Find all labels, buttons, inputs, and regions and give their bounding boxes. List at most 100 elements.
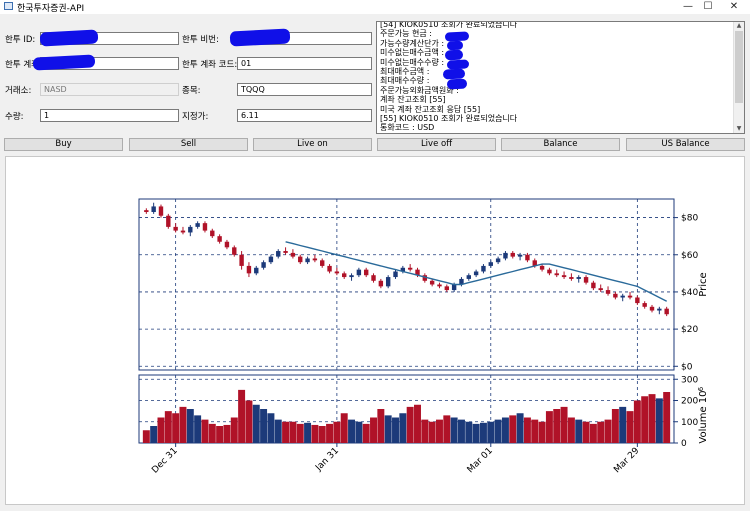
limit-price-label: 지정가: xyxy=(182,112,209,122)
log-line: 계좌 잔고조회 [55] xyxy=(380,95,446,105)
candle-body xyxy=(510,252,515,257)
candle-body xyxy=(583,277,589,283)
volume-bar xyxy=(216,426,224,443)
candle-body xyxy=(429,280,435,285)
volume-bar xyxy=(223,424,231,443)
candle-body xyxy=(459,278,464,285)
candle-body xyxy=(664,308,669,315)
candle-body xyxy=(466,275,471,279)
candle-body xyxy=(422,275,428,281)
log-lines: [54] KIOK0510 조회가 완료되었습니다 주문가능 현금 : 가능수량계산… xyxy=(380,22,735,133)
volume-bar xyxy=(355,421,363,443)
candle-body xyxy=(554,273,559,276)
volume-panel-frame xyxy=(138,374,675,444)
volume-bar xyxy=(179,406,187,443)
volume-bar xyxy=(296,423,304,443)
price-y-tick-label: $80 xyxy=(681,214,698,224)
volume-bar xyxy=(567,417,575,443)
volume-bar xyxy=(494,419,502,443)
candle-body xyxy=(437,284,442,287)
price-y-tick-label: $40 xyxy=(681,288,698,298)
volume-y-tick-label: 0 xyxy=(681,439,687,449)
volume-bar xyxy=(648,394,656,443)
volume-bar xyxy=(582,421,590,443)
volume-bar xyxy=(538,421,546,443)
volume-bar xyxy=(362,423,370,443)
log-line: 최대매수금액 : xyxy=(380,67,430,77)
scroll-down-icon[interactable]: ▼ xyxy=(736,125,742,132)
title-bar: 한국투자증권-API — ☐ ✕ xyxy=(0,0,750,14)
us-balance-button[interactable]: US Balance xyxy=(626,138,745,151)
candle-body xyxy=(393,271,398,278)
volume-bar xyxy=(157,417,165,443)
volume-bar xyxy=(501,417,509,443)
quantity-label: 수량: xyxy=(5,112,24,122)
volume-bar xyxy=(208,423,216,443)
account-code-input[interactable] xyxy=(237,57,372,70)
price-panel-frame xyxy=(138,198,675,371)
volume-y-tick-label: 300 xyxy=(681,375,698,385)
volume-bar xyxy=(260,409,268,443)
log-line: 주문가능 현금 : xyxy=(380,29,432,39)
live-off-button[interactable]: Live off xyxy=(377,138,496,151)
candle-body xyxy=(254,267,259,274)
candle-body xyxy=(261,262,266,268)
candle-body xyxy=(195,223,200,227)
candle-body xyxy=(495,258,501,263)
price-y-tick-label: $0 xyxy=(681,362,693,372)
close-button[interactable]: ✕ xyxy=(729,1,739,12)
volume-bar xyxy=(553,409,561,443)
candle-body xyxy=(188,226,193,233)
log-line: 미국 계좌 잔고조회 응답 [55] xyxy=(380,104,481,114)
candle-body xyxy=(334,271,340,274)
limit-price-input[interactable] xyxy=(237,109,372,122)
volume-bar xyxy=(377,409,385,443)
buy-button[interactable]: Buy xyxy=(4,138,123,151)
minimize-button[interactable]: — xyxy=(683,1,693,12)
candle-body xyxy=(363,269,369,276)
scroll-up-icon[interactable]: ▲ xyxy=(736,22,742,29)
volume-bar xyxy=(597,421,605,443)
candle-body xyxy=(268,256,274,263)
balance-button[interactable]: Balance xyxy=(501,138,620,151)
candle-body xyxy=(539,265,545,270)
user-id-label: 한투 ID: xyxy=(5,35,36,45)
volume-bar xyxy=(164,411,172,443)
volume-bar xyxy=(479,422,487,443)
volume-y-tick-label: 200 xyxy=(681,397,698,407)
candle-body xyxy=(378,280,384,287)
log-textbox[interactable]: [54] KIOK0510 조회가 완료되었습니다 주문가능 현금 : 가능수량계산… xyxy=(376,21,745,134)
volume-bar xyxy=(274,419,282,443)
log-scrollbar[interactable]: ▲ ▼ xyxy=(733,22,744,133)
volume-bar xyxy=(326,423,334,443)
symbol-input[interactable] xyxy=(237,83,372,96)
volume-bar xyxy=(560,406,568,443)
candle-body xyxy=(605,290,611,294)
volume-bar xyxy=(384,415,392,443)
scrollbar-thumb[interactable] xyxy=(735,31,743,103)
volume-bar xyxy=(392,417,399,443)
x-tick-label: Mar 01 xyxy=(466,446,495,475)
candle-body xyxy=(320,260,325,266)
sell-button[interactable]: Sell xyxy=(129,138,248,151)
candle-body xyxy=(532,260,537,266)
x-tick-label: Dec 31 xyxy=(150,446,180,476)
candle-body xyxy=(547,269,552,274)
volume-bar xyxy=(370,417,378,443)
volume-bar xyxy=(230,417,238,443)
volume-bar xyxy=(421,419,429,443)
quantity-input[interactable] xyxy=(40,109,179,122)
volume-bar xyxy=(663,392,671,443)
live-on-button[interactable]: Live on xyxy=(253,138,372,151)
volume-bar xyxy=(333,421,341,443)
window-title: 한국투자증권-API xyxy=(17,4,85,14)
log-line: [55] KIOK0510 조회가 완료되었습니다 xyxy=(380,114,518,124)
symbol-label: 종목: xyxy=(182,86,201,96)
volume-bar xyxy=(619,406,627,443)
candle-body xyxy=(517,254,523,257)
maximize-button[interactable]: ☐ xyxy=(703,1,713,12)
candle-body xyxy=(180,230,186,233)
candle-body xyxy=(239,254,244,266)
